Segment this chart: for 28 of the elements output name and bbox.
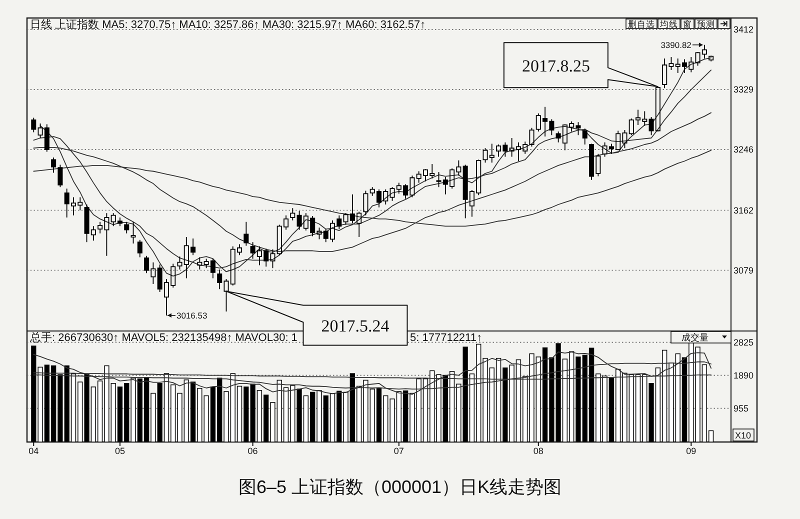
x-tick-label: 06 [248,446,258,456]
y-tick-label: 3246 [734,144,754,155]
x-tick-label: 09 [686,446,696,456]
annotation: 5: 177712211↑ [410,332,482,344]
x-tick-label: 07 [394,446,404,456]
annotation: 2017.8.25 [522,56,590,76]
y-tick-label: 3329 [734,84,754,95]
y-tick-label: 3162 [734,205,754,216]
text: X10 [734,430,752,440]
y-tick-label: 2825 [734,337,754,348]
x-tick-label: 08 [533,446,544,456]
annotation: 日线 上证指数 MA5: 3270.75↑ MA10: 3257.86↑ MA30: 3215.97↑ MA60: 3162.57↑ [30,18,426,31]
annotation: 均线 [659,19,678,29]
text: 图6–5 上证指数（000001）日K线走势图 [238,477,562,497]
annotation: 3390.82 [660,40,692,50]
y-tick-label: 3412 [734,24,754,35]
x-tick-label: 04 [28,446,39,456]
annotation: 窗 [683,19,692,29]
y-tick-label: 1890 [734,370,754,380]
y-tick-label: 3079 [734,265,754,276]
annotation: 3016.53 [176,310,208,320]
annotation: 成交量 [682,332,708,342]
annotation: 2017.5.24 [321,316,390,336]
annotation: 删自选 [628,19,655,29]
annotation: 预测 [697,19,715,29]
x-tick-label: 05 [114,446,125,456]
y-tick-label: 955 [734,403,749,414]
annotation: 总手: 266730630↑ MAVOL5: 232135498↑ MAVOL30: 1 [29,331,298,344]
